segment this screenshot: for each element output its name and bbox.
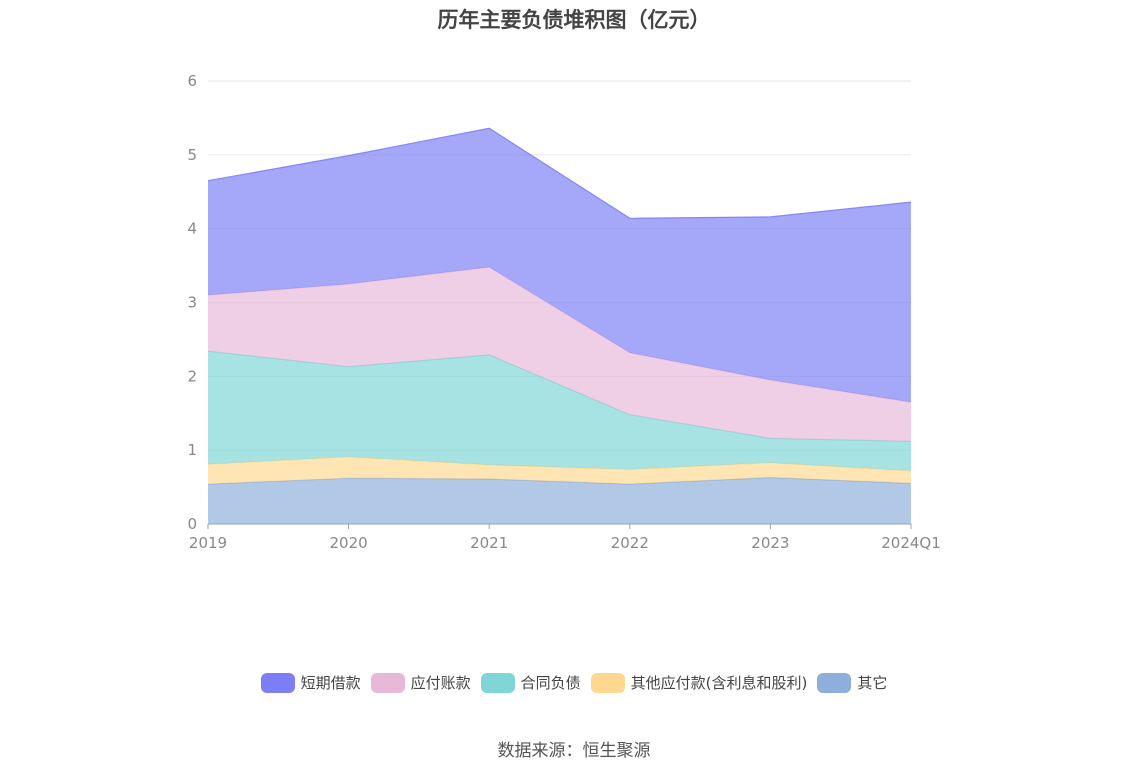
- legend: 短期借款 应付账款 合同负债 其他应付款(含利息和股利) 其它: [0, 672, 1148, 693]
- chart-title: 历年主要负债堆积图（亿元）: [437, 8, 711, 32]
- legend-swatch: [817, 672, 852, 693]
- x-tick-label: 2019: [189, 534, 227, 552]
- x-tick-label: 2022: [611, 534, 649, 552]
- x-tick-label: 2023: [751, 534, 789, 552]
- area-其他应付款(含利息和股利): [208, 456, 911, 485]
- y-tick-label: 0: [187, 515, 197, 533]
- legend-label: 短期借款: [300, 674, 361, 692]
- legend-label: 其它: [857, 674, 888, 692]
- x-tick-label: 2021: [470, 534, 508, 552]
- legend-item[interactable]: 其他应付款(含利息和股利): [590, 672, 808, 693]
- x-tick-label: 2020: [330, 534, 368, 552]
- source-text: 数据来源：恒生聚源: [497, 741, 651, 761]
- legend-item[interactable]: 应付账款: [370, 672, 471, 693]
- y-tick-label: 3: [187, 294, 197, 312]
- y-tick-label: 5: [187, 146, 197, 164]
- y-tick-label: 2: [187, 367, 197, 385]
- legend-label: 应付账款: [410, 674, 471, 692]
- legend-item[interactable]: 其它: [817, 672, 887, 693]
- area-其它: [208, 477, 911, 524]
- y-tick-label: 4: [187, 220, 197, 238]
- legend-label: 合同负债: [520, 674, 581, 692]
- legend-swatch: [370, 672, 405, 693]
- area-短期借款: [208, 128, 911, 403]
- legend-swatch: [480, 672, 515, 693]
- legend-swatch: [590, 672, 625, 693]
- legend-item[interactable]: 短期借款: [260, 672, 361, 693]
- y-tick-label: 1: [187, 441, 197, 459]
- legend-swatch: [260, 672, 295, 693]
- area-合同负债: [208, 351, 911, 471]
- y-tick-label: 6: [187, 72, 197, 90]
- area-应付账款: [208, 267, 911, 442]
- area-chart: 0 1 2 3 4 5 6 2019 2020 2021 2022 2023 2024Q1: [187, 72, 941, 552]
- line-短期借款: [207, 127, 912, 219]
- legend-item[interactable]: 合同负债: [480, 672, 581, 693]
- legend-label: 其他应付款(含利息和股利): [630, 674, 808, 692]
- x-tick-label: 2024Q1: [881, 534, 941, 552]
